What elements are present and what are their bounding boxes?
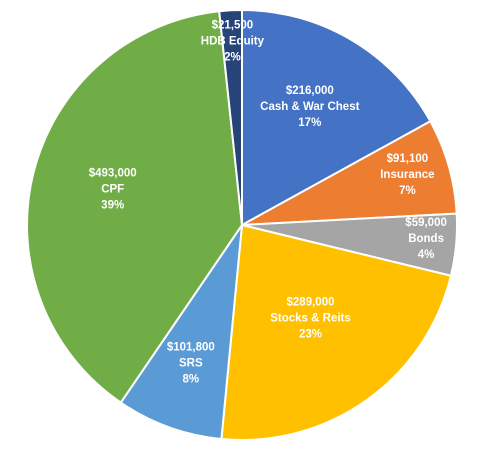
slice-label-insurance: $91,100 Insurance 7% [380,153,434,197]
slice-category-label: Insurance [380,169,434,181]
slice-percent-label: 2% [224,52,241,64]
slice-percent-label: 39% [101,200,124,212]
slice-percent-label: 23% [299,328,322,340]
slice-value-label: $216,000 [286,85,334,97]
slice-category-label: Cash & War Chest [260,101,359,113]
slice-value-label: $101,800 [167,342,215,354]
pie-slice-srs [119,224,243,441]
slice-label-bonds: $59,000 Bonds 4% [405,217,447,261]
slice-label-cash-war-chest: $216,000 Cash & War Chest 17% [260,85,359,129]
slices-layer [26,8,459,441]
slice-percent-label: 7% [399,185,416,197]
pie-slice-hdb-equity [218,8,243,226]
slice-label-cpf: $493,000 CPF 39% [89,168,137,212]
slice-value-label: $59,000 [405,217,447,229]
pie-slice-stocks-reits [220,224,452,441]
slice-percent-label: 17% [298,117,321,129]
slice-percent-label: 4% [418,249,435,261]
slice-value-label: $493,000 [89,168,137,180]
slice-label-stocks-reits: $289,000 Stocks & Reits 23% [270,296,351,340]
slice-value-label: $91,100 [387,153,429,165]
slice-category-label: Stocks & Reits [270,312,351,324]
pie-slice-cpf [26,10,243,404]
slice-category-label: SRS [179,358,203,370]
slice-label-hdb-equity: $21,500 HDB Equity 2% [201,20,265,64]
pie-slice-cash-war-chest [241,9,432,226]
slice-label-srs: $101,800 SRS 8% [167,342,215,386]
labels-layer: $216,000 Cash & War Chest 17% $91,100 Insura… [89,20,447,386]
slice-category-label: Bonds [408,233,444,245]
slice-value-label: $21,500 [212,20,254,32]
slice-value-label: $289,000 [287,296,335,308]
slice-category-label: HDB Equity [201,36,265,48]
slice-category-label: CPF [101,184,124,196]
slice-percent-label: 8% [182,374,199,386]
